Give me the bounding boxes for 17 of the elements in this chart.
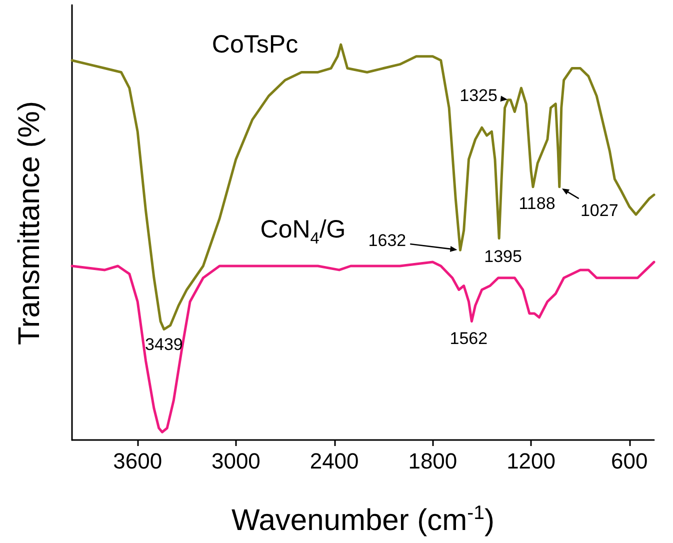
series-label: CoTsPc — [212, 30, 298, 60]
x-axis-title: Wavenumber (cm$^{-1}$) — [232, 502, 494, 538]
x-tick-label: 600 — [611, 448, 648, 474]
x-tick-label: 2400 — [310, 448, 359, 474]
x-tick-label: 3000 — [211, 448, 260, 474]
annotation: 1562 — [450, 329, 488, 350]
annotation: 3439 — [145, 335, 183, 356]
annotation: 1395 — [484, 247, 522, 268]
y-axis-title: Transmittance (%) — [13, 100, 47, 344]
x-tick-label: 1800 — [408, 448, 458, 474]
annotation: 1027 — [580, 200, 618, 221]
x-tick-label: 1200 — [506, 448, 556, 474]
annotation: 1188 — [518, 194, 556, 214]
series-label: CoN$_{4}$/G — [260, 216, 346, 248]
annotation: 1632 — [368, 231, 406, 252]
annotation: 1325 — [460, 86, 498, 106]
x-tick-label: 3600 — [113, 448, 162, 474]
